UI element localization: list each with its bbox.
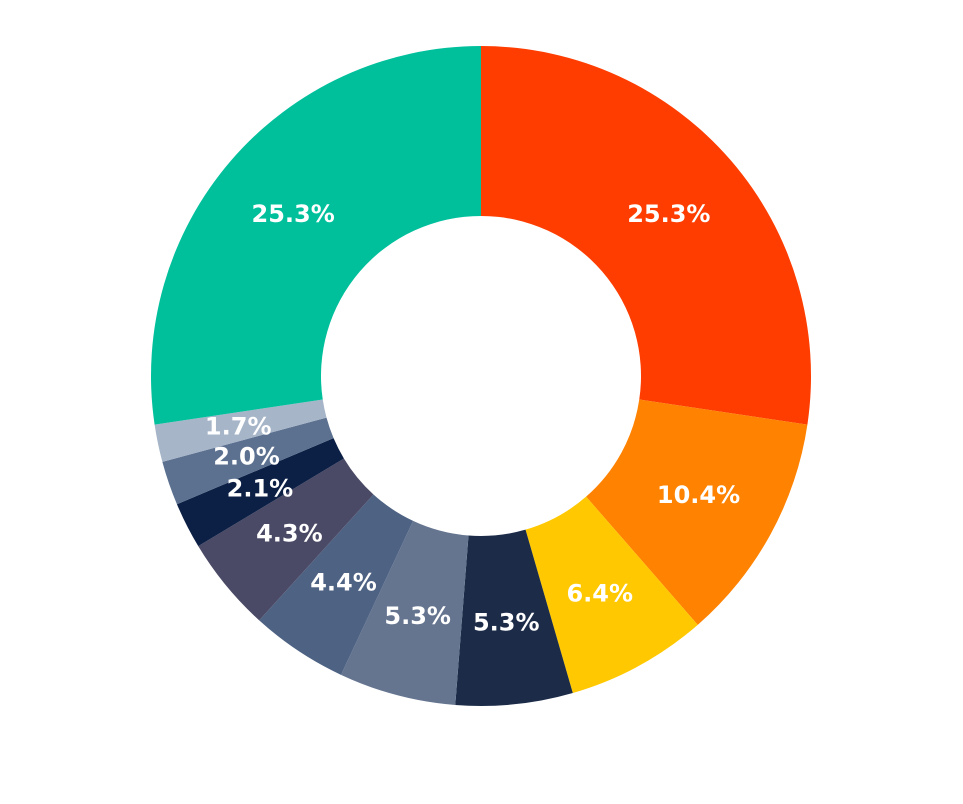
donut-slice-3	[525, 496, 698, 693]
slice-label-3: 6.4%	[566, 580, 633, 608]
slice-label-9: 2.0%	[213, 443, 280, 471]
donut-slice-4	[455, 529, 573, 706]
labels-layer: 25.3%10.4%6.4%5.3%5.3%4.4%4.3%2.1%2.0%1.…	[205, 200, 740, 637]
donut-slice-8	[176, 438, 344, 547]
slice-label-5: 5.3%	[384, 602, 451, 630]
donut-slice-9	[162, 417, 334, 505]
slice-label-11: 25.3%	[252, 200, 335, 228]
donut-slice-10	[154, 399, 327, 462]
slice-label-1: 25.3%	[627, 200, 710, 228]
slice-label-10: 1.7%	[205, 413, 272, 441]
donut-slice-5	[341, 520, 469, 705]
donut-slice-11	[150, 46, 481, 425]
slice-label-6: 4.4%	[310, 568, 377, 596]
donut-slice-6	[259, 494, 414, 675]
donut-slice-7	[198, 458, 374, 621]
slice-label-7: 4.3%	[256, 519, 323, 547]
donut-slice-2	[586, 399, 808, 625]
slice-label-2: 10.4%	[657, 481, 740, 509]
slices-layer	[150, 46, 811, 706]
donut-slice-1	[481, 46, 811, 425]
slice-label-4: 5.3%	[473, 609, 540, 637]
slice-label-8: 2.1%	[227, 474, 294, 502]
